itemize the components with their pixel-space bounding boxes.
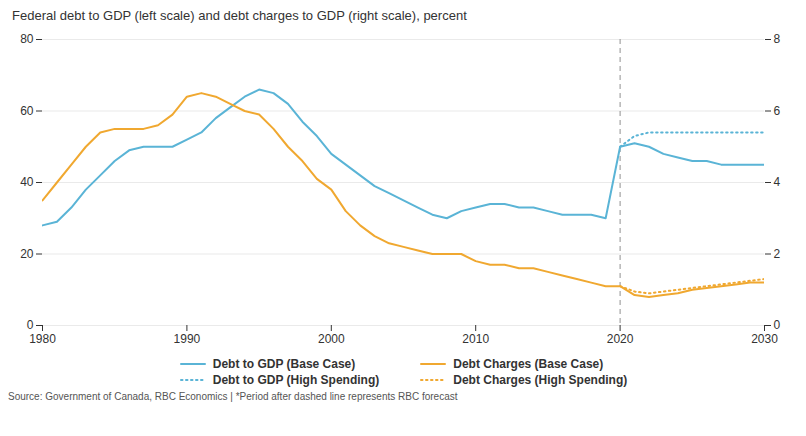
svg-text:40: 40 [20, 175, 34, 189]
html-text:Federal debt to GDP (left scal: Federal debt to GDP (left scale) and deb… [12, 8, 467, 23]
svg-text:2030: 2030 [751, 332, 778, 346]
svg-text:1990: 1990 [174, 332, 201, 346]
svg-text:6: 6 [774, 104, 781, 118]
html-text:Debt to GDP (Base Case): Debt to GDP (Base Case) [212, 357, 356, 371]
svg-text:2010: 2010 [462, 332, 489, 346]
svg-text:2: 2 [774, 247, 781, 261]
svg-text:20: 20 [20, 247, 34, 261]
svg-text:2020: 2020 [607, 332, 634, 346]
html-text:Debt to GDP (High Spending): Debt to GDP (High Spending) [212, 373, 380, 387]
svg-text:80: 80 [20, 32, 34, 46]
svg-text:0: 0 [774, 318, 781, 332]
svg-text:8: 8 [774, 32, 781, 46]
svg-text:0: 0 [27, 318, 34, 332]
svg-text:1980: 1980 [29, 332, 56, 346]
svg-text:4: 4 [774, 175, 781, 189]
html-text:Debt Charges (Base Case): Debt Charges (Base Case) [453, 357, 604, 371]
svg-text:2000: 2000 [318, 332, 345, 346]
html-text:Source: Government of Canada,: Source: Government of Canada, RBC Econom… [8, 391, 458, 402]
html-text:Debt Charges (High Spending): Debt Charges (High Spending) [453, 373, 628, 387]
svg-text:60: 60 [20, 104, 34, 118]
